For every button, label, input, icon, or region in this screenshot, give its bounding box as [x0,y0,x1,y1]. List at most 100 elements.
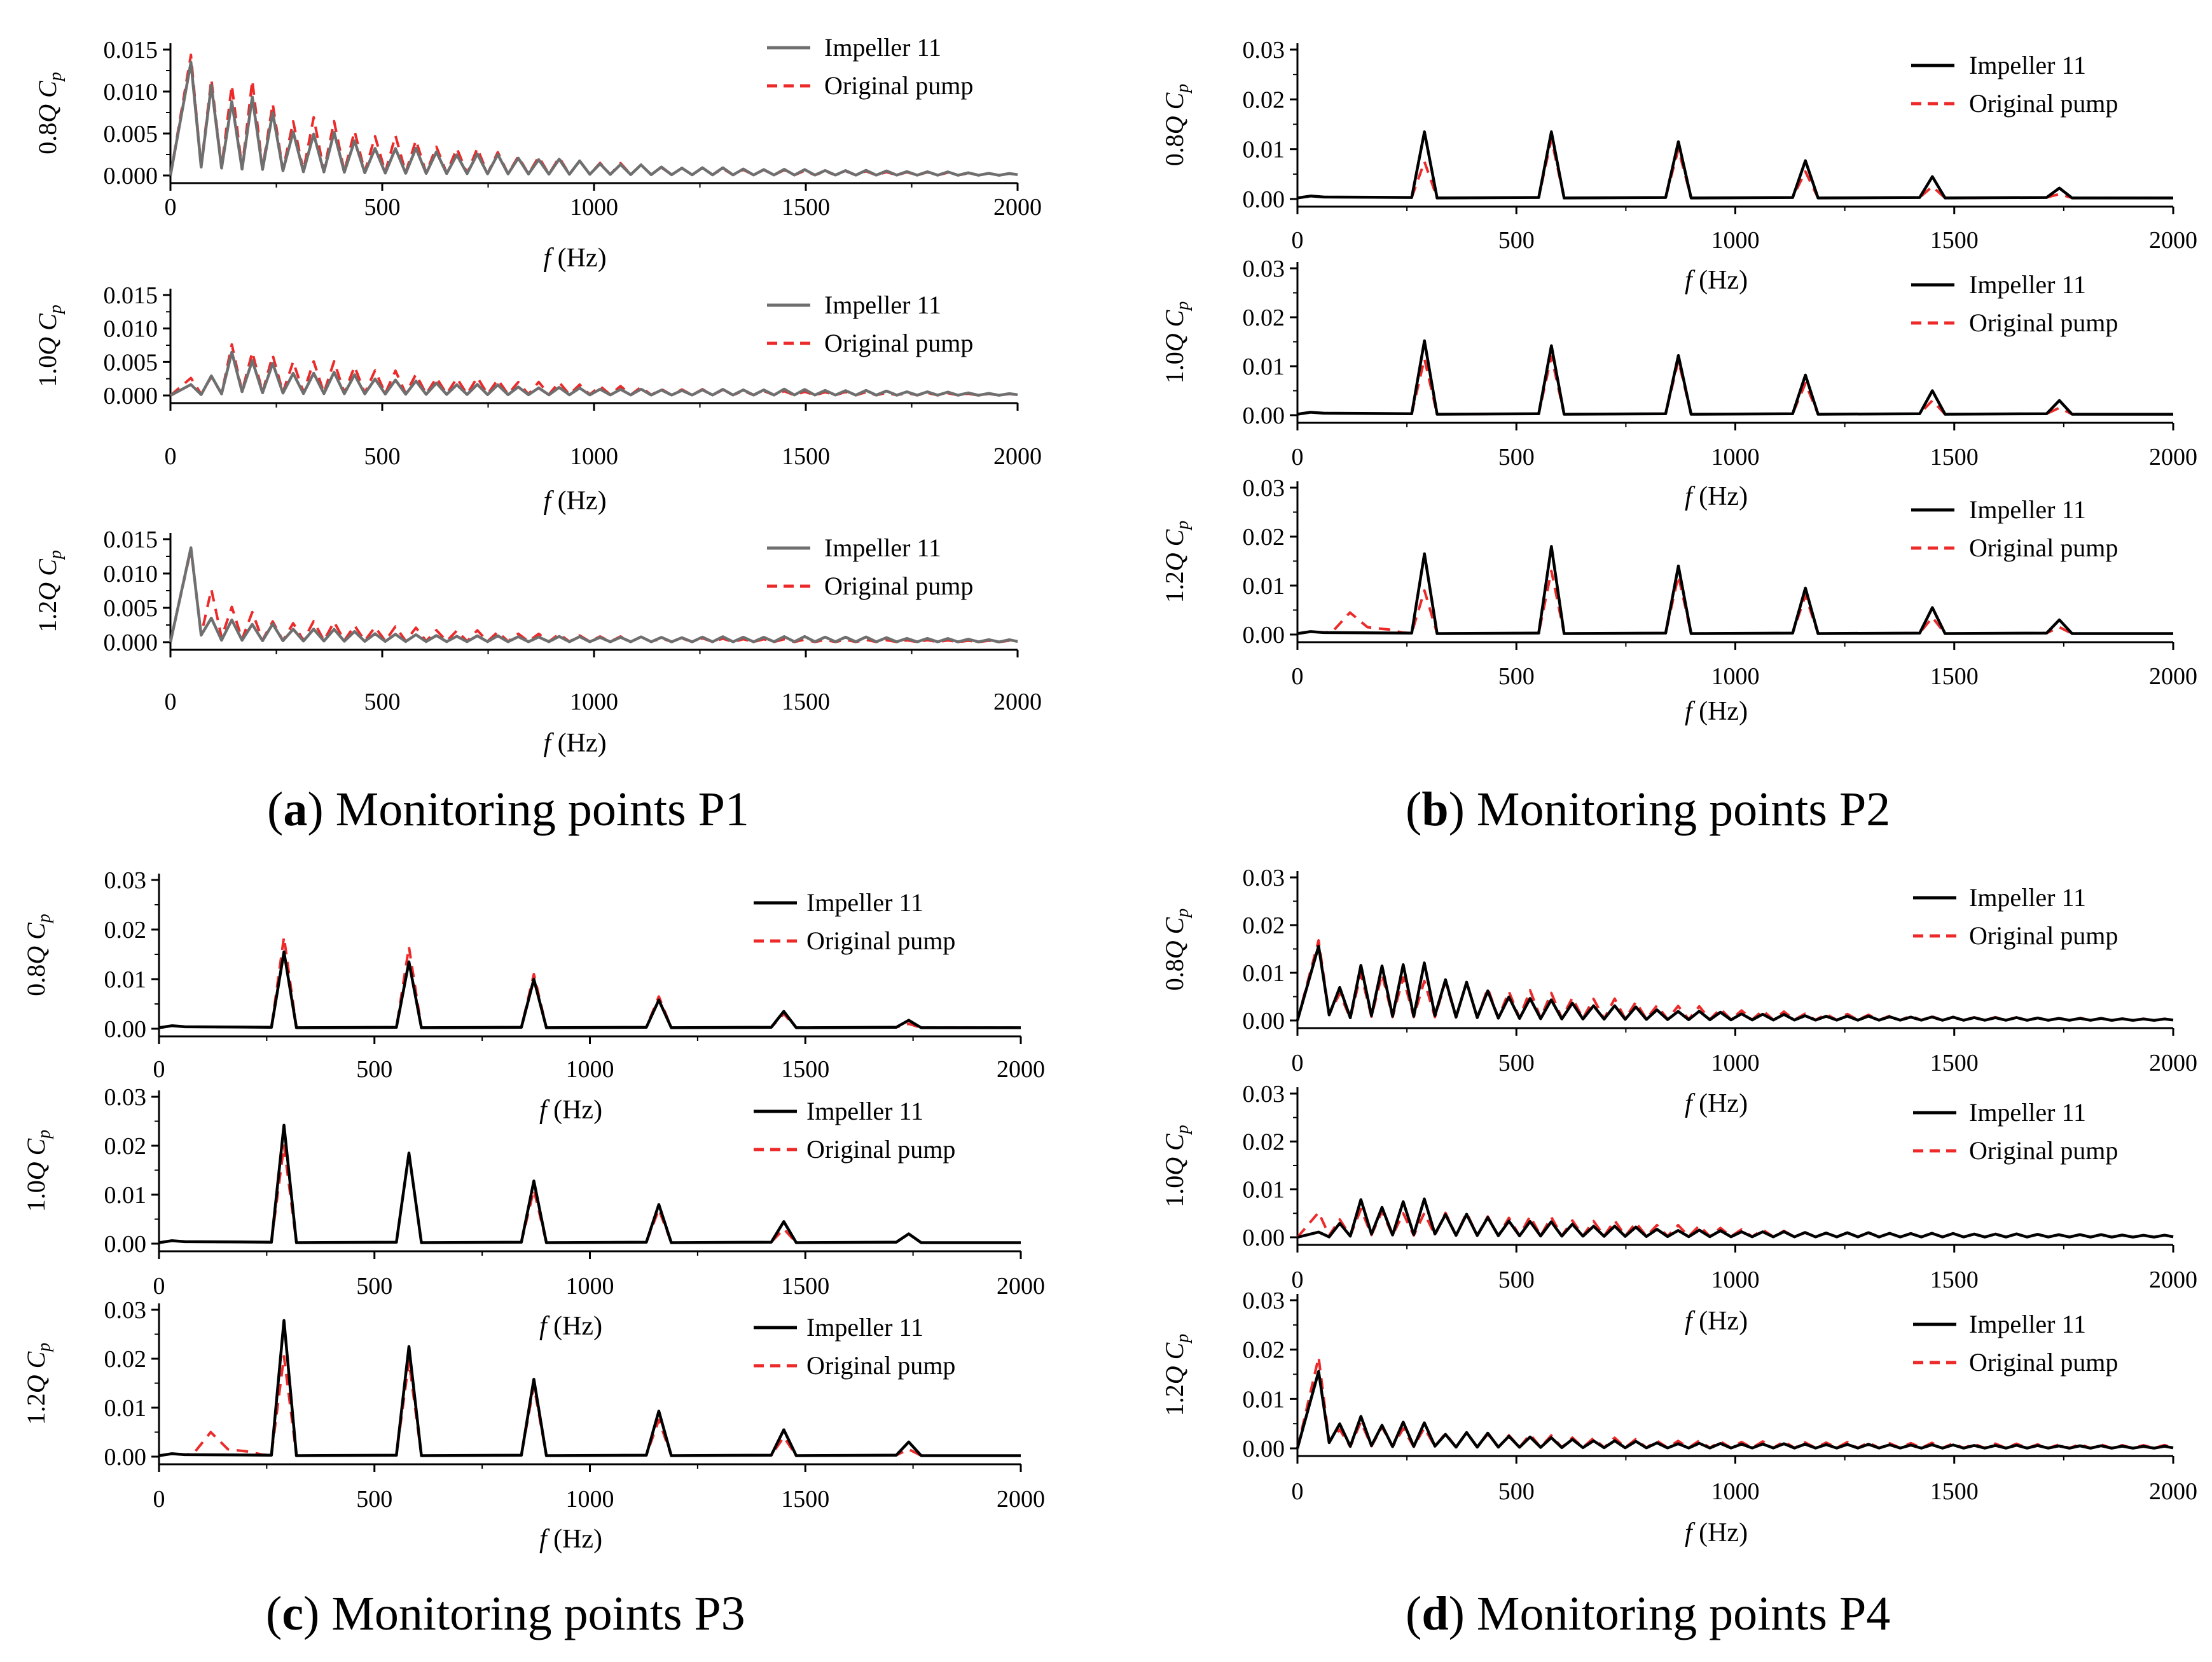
subplot-d-1.0Q: 0.00 0.01 0.02 0.03 0 500 1000 1500 2000 f (Hz) 1.… [1160,1081,2197,1336]
y-tick-label: 0.03 [1243,865,1285,891]
series-line-impeller-11 [169,350,1018,397]
legend-label-impeller-11: Impeller 11 [824,533,941,562]
subplot-b-0.8Q: 0.00 0.01 0.02 0.03 0 500 1000 1500 2000 f (Hz) 0.… [1160,37,2197,295]
y-label-sub: p [34,1130,54,1140]
y-axis-label: 1.2Q Cp [33,550,66,633]
series-line-impeller-11 [1297,339,2173,416]
x-tick-label: 1500 [782,443,830,470]
caption-paren-close: ) [303,1587,319,1640]
legend-label-impeller-11: Impeller 11 [1969,51,2086,79]
y-label-sub: p [46,305,66,315]
y-tick-label: 0.01 [1243,960,1285,987]
legend-label-impeller-11: Impeller 11 [1969,270,2086,299]
y-tick-label: 0.02 [104,1346,147,1373]
legend-label-original-pump: Original pump [1969,533,2118,562]
y-label-sub: p [34,1343,54,1353]
y-tick-label: 0.000 [104,163,158,189]
y-tick-label: 0.00 [1243,1436,1285,1462]
y-tick-label: 0.01 [1243,137,1285,163]
legend: Impeller 11 Original pump [1911,51,2118,118]
x-tick-label: 0 [1292,227,1304,254]
x-axis-label-symbol: f [1685,1089,1699,1118]
legend: Impeller 11 Original pump [754,1313,955,1380]
legend: Impeller 11 Original pump [767,33,973,100]
y-tick-label: 0.000 [104,629,158,656]
caption-text: Monitoring points P4 [1465,1587,1890,1640]
y-label-q: Q C [33,80,62,123]
x-axis-label-symbol: f [1685,1307,1699,1336]
y-label-number: 0.8 [33,123,62,155]
legend-label-original-pump: Original pump [1969,89,2118,118]
x-tick-label: 1000 [570,443,618,470]
x-axis-label: f (Hz) [1685,482,1748,511]
y-label-number: 1.0 [22,1180,50,1212]
legend-label-impeller-11: Impeller 11 [1969,495,2086,524]
legend: Impeller 11 Original pump [767,533,973,600]
y-label-sub: p [46,72,66,82]
y-tick-label: 0.000 [104,383,158,409]
subplot-a-0.8Q: 0.000 0.005 0.010 0.015 0 500 1000 1500 2000 f (H… [33,33,1042,273]
y-tick-label: 0.01 [104,966,147,993]
subplot-a-1.2Q: 0.000 0.005 0.010 0.015 0 500 1000 1500 2000 f (H… [33,526,1042,758]
x-tick-label: 0 [1292,663,1304,690]
y-label-q: Q C [1160,1133,1189,1176]
x-tick-label: 1000 [1711,1478,1760,1505]
y-tick-label: 0.03 [1243,37,1285,64]
y-tick-label: 0.03 [1243,1081,1285,1108]
y-tick-label: 0.03 [1243,1288,1285,1314]
y-tick-label: 0.03 [1243,256,1285,282]
legend-label-impeller-11: Impeller 11 [806,1097,923,1125]
y-tick-label: 0.02 [1243,912,1285,939]
y-label-number: 1.2 [22,1393,50,1425]
x-tick-label: 2000 [997,1486,1045,1513]
y-tick-label: 0.005 [104,349,158,376]
y-label-number: 0.8 [1160,959,1189,991]
y-label-q: Q C [1160,528,1189,571]
x-tick-label: 1500 [1930,227,1979,254]
legend: Impeller 11 Original pump [754,888,955,955]
x-tick-label: 2000 [993,194,1042,221]
caption-paren-close: ) [1449,1587,1465,1640]
legend-label-original-pump: Original pump [806,926,955,955]
x-tick-label: 2000 [993,689,1042,715]
x-tick-label: 0 [153,1486,165,1513]
caption-text: Monitoring points P2 [1465,783,1890,836]
legend-label-impeller-11: Impeller 11 [824,33,941,62]
legend-label-original-pump: Original pump [824,71,973,100]
legend: Impeller 11 Original pump [754,1097,955,1164]
legend-label-impeller-11: Impeller 11 [1969,1310,2086,1338]
y-axis-label: 0.8Q Cp [1160,909,1192,991]
subplot-a-1.0Q: 0.000 0.005 0.010 0.015 0 500 1000 1500 2000 f (H… [33,282,1042,516]
y-label-number: 1.0 [1160,352,1189,383]
y-label-number: 1.2 [1160,571,1189,603]
x-tick-label: 2000 [993,443,1042,470]
caption-paren-open: ( [267,783,283,836]
legend-label-original-pump: Original pump [1969,308,2118,337]
x-tick-label: 500 [1498,1050,1535,1076]
y-label-q: Q C [1160,916,1189,959]
x-tick-label: 1500 [1930,444,1979,470]
y-tick-label: 0.03 [104,1297,147,1324]
x-tick-label: 1000 [1711,227,1760,254]
series-line-impeller-11 [169,60,1018,177]
legend-label-impeller-11: Impeller 11 [1969,1098,2086,1127]
x-axis-label: f (Hz) [539,1525,602,1554]
caption-paren-open: ( [1406,783,1421,836]
x-axis-label-symbol: f [539,1525,553,1554]
legend-label-original-pump: Original pump [1969,1348,2118,1377]
series-line-impeller-11 [1296,944,2174,1022]
legend-label-original-pump: Original pump [806,1351,955,1380]
x-axis-label: f (Hz) [543,729,606,758]
x-tick-label: 1500 [782,194,830,221]
y-label-q: Q C [22,1137,50,1180]
y-label-sub: p [1173,301,1192,312]
x-tick-label: 0 [153,1056,165,1083]
y-label-sub: p [46,550,66,560]
y-tick-label: 0.00 [1243,622,1285,649]
x-tick-label: 1000 [1711,663,1760,690]
subplot-c-1.2Q: 0.00 0.01 0.02 0.03 0 500 1000 1500 2000 f (Hz) 1.… [22,1297,1045,1554]
